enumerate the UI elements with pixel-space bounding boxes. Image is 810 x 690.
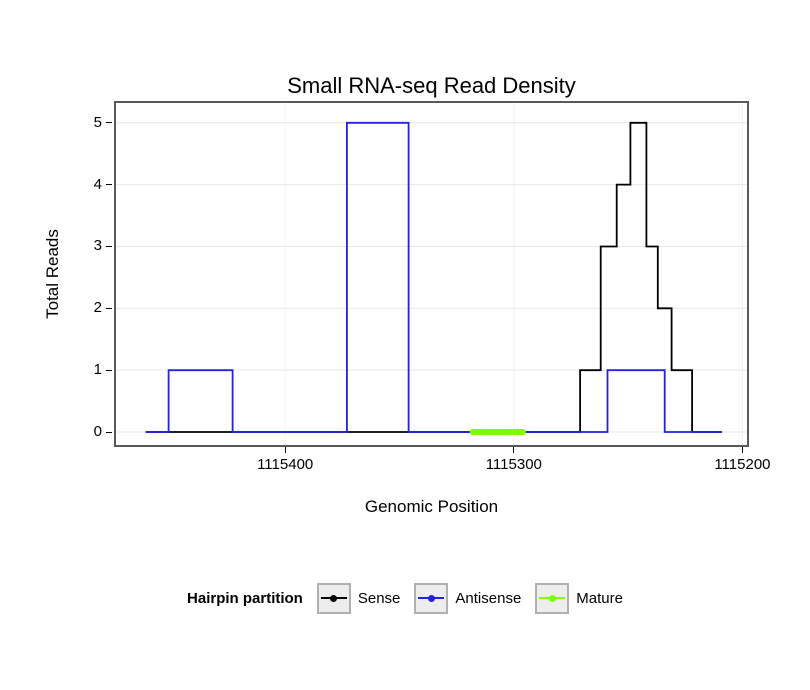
y-tick-mark: [106, 307, 112, 309]
x-tick-label: 1115400: [257, 456, 314, 473]
y-tick-label: 4: [93, 175, 102, 193]
series-sense-line: [145, 121, 722, 433]
legend-key-box: [316, 582, 351, 614]
y-tick-mark: [106, 122, 112, 124]
x-tick-mark: [284, 447, 286, 453]
y-tick-mark: [106, 431, 112, 433]
legend-entry-antisense: Antisense: [414, 582, 522, 614]
legend-title: Hairpin partition: [187, 589, 303, 607]
legend: Hairpin partition Sense Antisense Mature: [0, 580, 810, 616]
x-tick-mark: [741, 447, 743, 453]
point-glyph-icon: [548, 594, 556, 602]
x-axis-title: Genomic Position: [364, 497, 499, 516]
point-glyph-icon: [427, 594, 435, 602]
chart-title: Small RNA-seq Read Density: [287, 73, 576, 98]
y-axis-title: Total Reads: [43, 229, 62, 319]
point-glyph-icon: [330, 594, 338, 602]
y-tick-mark: [106, 369, 112, 371]
x-tick-label: 1115200: [714, 456, 771, 473]
y-tick-label: 5: [93, 113, 102, 131]
legend-key-box: [535, 582, 570, 614]
legend-entry-mature: Mature: [535, 582, 623, 614]
series-antisense-line: [145, 121, 722, 433]
y-tick-label: 1: [93, 361, 102, 379]
plot-area-svg: [116, 103, 747, 445]
plot-panel: [114, 101, 749, 447]
legend-entry-label: Sense: [357, 589, 401, 607]
x-tick-label: 1115300: [485, 456, 542, 473]
y-tick-mark: [106, 245, 112, 247]
legend-entry-sense: Sense: [316, 582, 401, 614]
y-tick-mark: [106, 184, 112, 186]
x-tick-mark: [513, 447, 515, 453]
legend-entry-label: Mature: [576, 589, 623, 607]
y-tick-label: 3: [93, 237, 102, 255]
legend-key-box: [414, 582, 449, 614]
y-tick-label: 2: [93, 299, 102, 317]
y-tick-label: 0: [93, 423, 102, 440]
legend-entry-label: Antisense: [455, 589, 522, 607]
